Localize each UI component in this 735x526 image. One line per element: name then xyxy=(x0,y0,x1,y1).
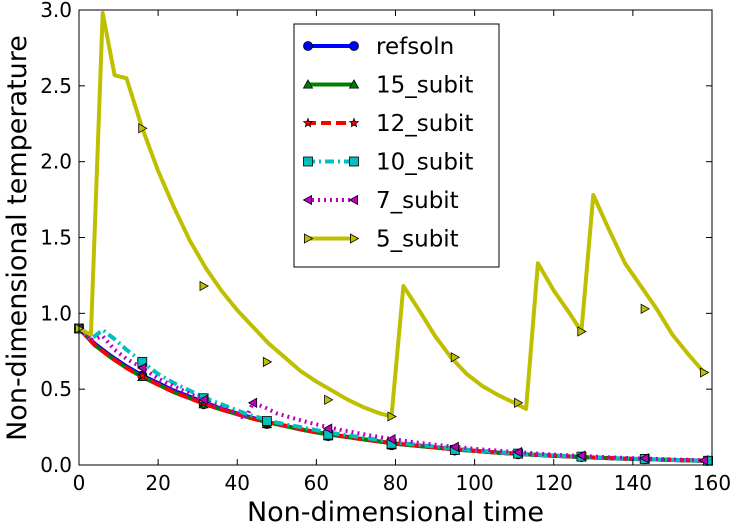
data-point-5-subit xyxy=(199,280,209,292)
legend-marker xyxy=(348,194,359,206)
legend-marker xyxy=(349,41,359,51)
data-point-7-subit xyxy=(322,423,333,434)
legend-label: 7_subit xyxy=(376,188,459,214)
data-point-5-subit xyxy=(450,352,461,363)
y-tick-label: 0.5 xyxy=(40,377,72,401)
legend-marker xyxy=(348,117,360,128)
y-tick-label: 2.5 xyxy=(40,74,72,98)
series-7-subit xyxy=(73,323,709,466)
data-point-7-subit xyxy=(698,455,709,466)
y-tick-label: 1.5 xyxy=(40,226,72,250)
legend-marker xyxy=(302,117,314,128)
y-tick-label: 2.0 xyxy=(40,150,72,174)
data-point-7-subit xyxy=(386,434,396,445)
legend-label: 10_subit xyxy=(376,150,473,176)
legend-entry-5-subit: 5_subit xyxy=(303,227,459,253)
data-point-5-subit xyxy=(138,123,148,134)
legend-entry-15-subit: 15_subit xyxy=(302,73,473,99)
axis-ticks: 0 20 40 60 80 100 120 140 160 0.0 0.5 1.0 1.5 2.0 2.5 3… xyxy=(40,0,731,495)
x-tick-label: 140 xyxy=(614,471,652,495)
legend-entry-refsoln: refsoln xyxy=(303,34,454,60)
data-point-7-subit xyxy=(136,362,147,374)
legend-marker xyxy=(303,156,313,167)
legend-entry-10-subit: 10_subit xyxy=(303,150,473,176)
legend-marker xyxy=(349,156,359,167)
series-layer xyxy=(73,11,714,466)
x-tick-label: 40 xyxy=(225,471,250,495)
data-point-5-subit xyxy=(387,411,397,422)
legend-marker xyxy=(348,79,360,89)
data-point-7-subit xyxy=(198,394,208,405)
y-tick-label: 0.0 xyxy=(40,453,72,477)
x-tick-label: 100 xyxy=(456,471,494,495)
data-point-7-subit xyxy=(449,441,459,452)
y-tick-label: 3.0 xyxy=(40,0,72,22)
legend-marker xyxy=(302,194,313,206)
legend-marker xyxy=(349,233,360,244)
data-point-12-subit xyxy=(136,369,148,381)
series-5-subit xyxy=(75,11,710,422)
legend-marker xyxy=(303,233,314,244)
data-point-7-subit xyxy=(512,446,523,458)
data-point-5-subit xyxy=(262,356,273,368)
data-point-5-subit xyxy=(700,367,710,378)
x-tick-label: 80 xyxy=(383,471,408,495)
legend-entry-12-subit: 12_subit xyxy=(302,111,473,137)
data-point-5-subit xyxy=(577,326,587,337)
legend-box xyxy=(293,23,500,268)
data-point-7-subit xyxy=(576,450,586,461)
data-point-10-subit xyxy=(262,416,272,426)
data-point-5-subit xyxy=(324,394,334,405)
x-tick-label: 60 xyxy=(304,471,329,495)
legend-marker xyxy=(302,79,314,89)
data-point-5-subit xyxy=(514,397,524,408)
data-point-7-subit xyxy=(639,453,649,464)
x-tick-label: 160 xyxy=(693,471,731,495)
legend-label: 15_subit xyxy=(376,73,473,99)
x-axis-label: Non-dimensional time xyxy=(247,497,544,526)
legend-label: 12_subit xyxy=(376,111,473,137)
data-point-7-subit xyxy=(247,397,258,408)
x-tick-label: 0 xyxy=(73,471,86,495)
legend-label: 5_subit xyxy=(376,227,459,253)
series-line-10-subit xyxy=(77,327,709,463)
x-tick-label: 120 xyxy=(535,471,573,495)
series-line-12-subit xyxy=(77,327,709,463)
y-axis-label: Non-dimensional temperature xyxy=(2,35,33,441)
legend-label: refsoln xyxy=(376,34,454,60)
legend-marker xyxy=(303,41,313,51)
legend-entry-7-subit: 7_subit xyxy=(302,188,459,214)
y-tick-label: 1.0 xyxy=(40,301,72,325)
legend: refsoln 15_subit 12_subit 10_subit 7_subit 5_… xyxy=(293,23,500,268)
data-point-5-subit xyxy=(640,303,651,314)
x-tick-label: 20 xyxy=(145,471,170,495)
